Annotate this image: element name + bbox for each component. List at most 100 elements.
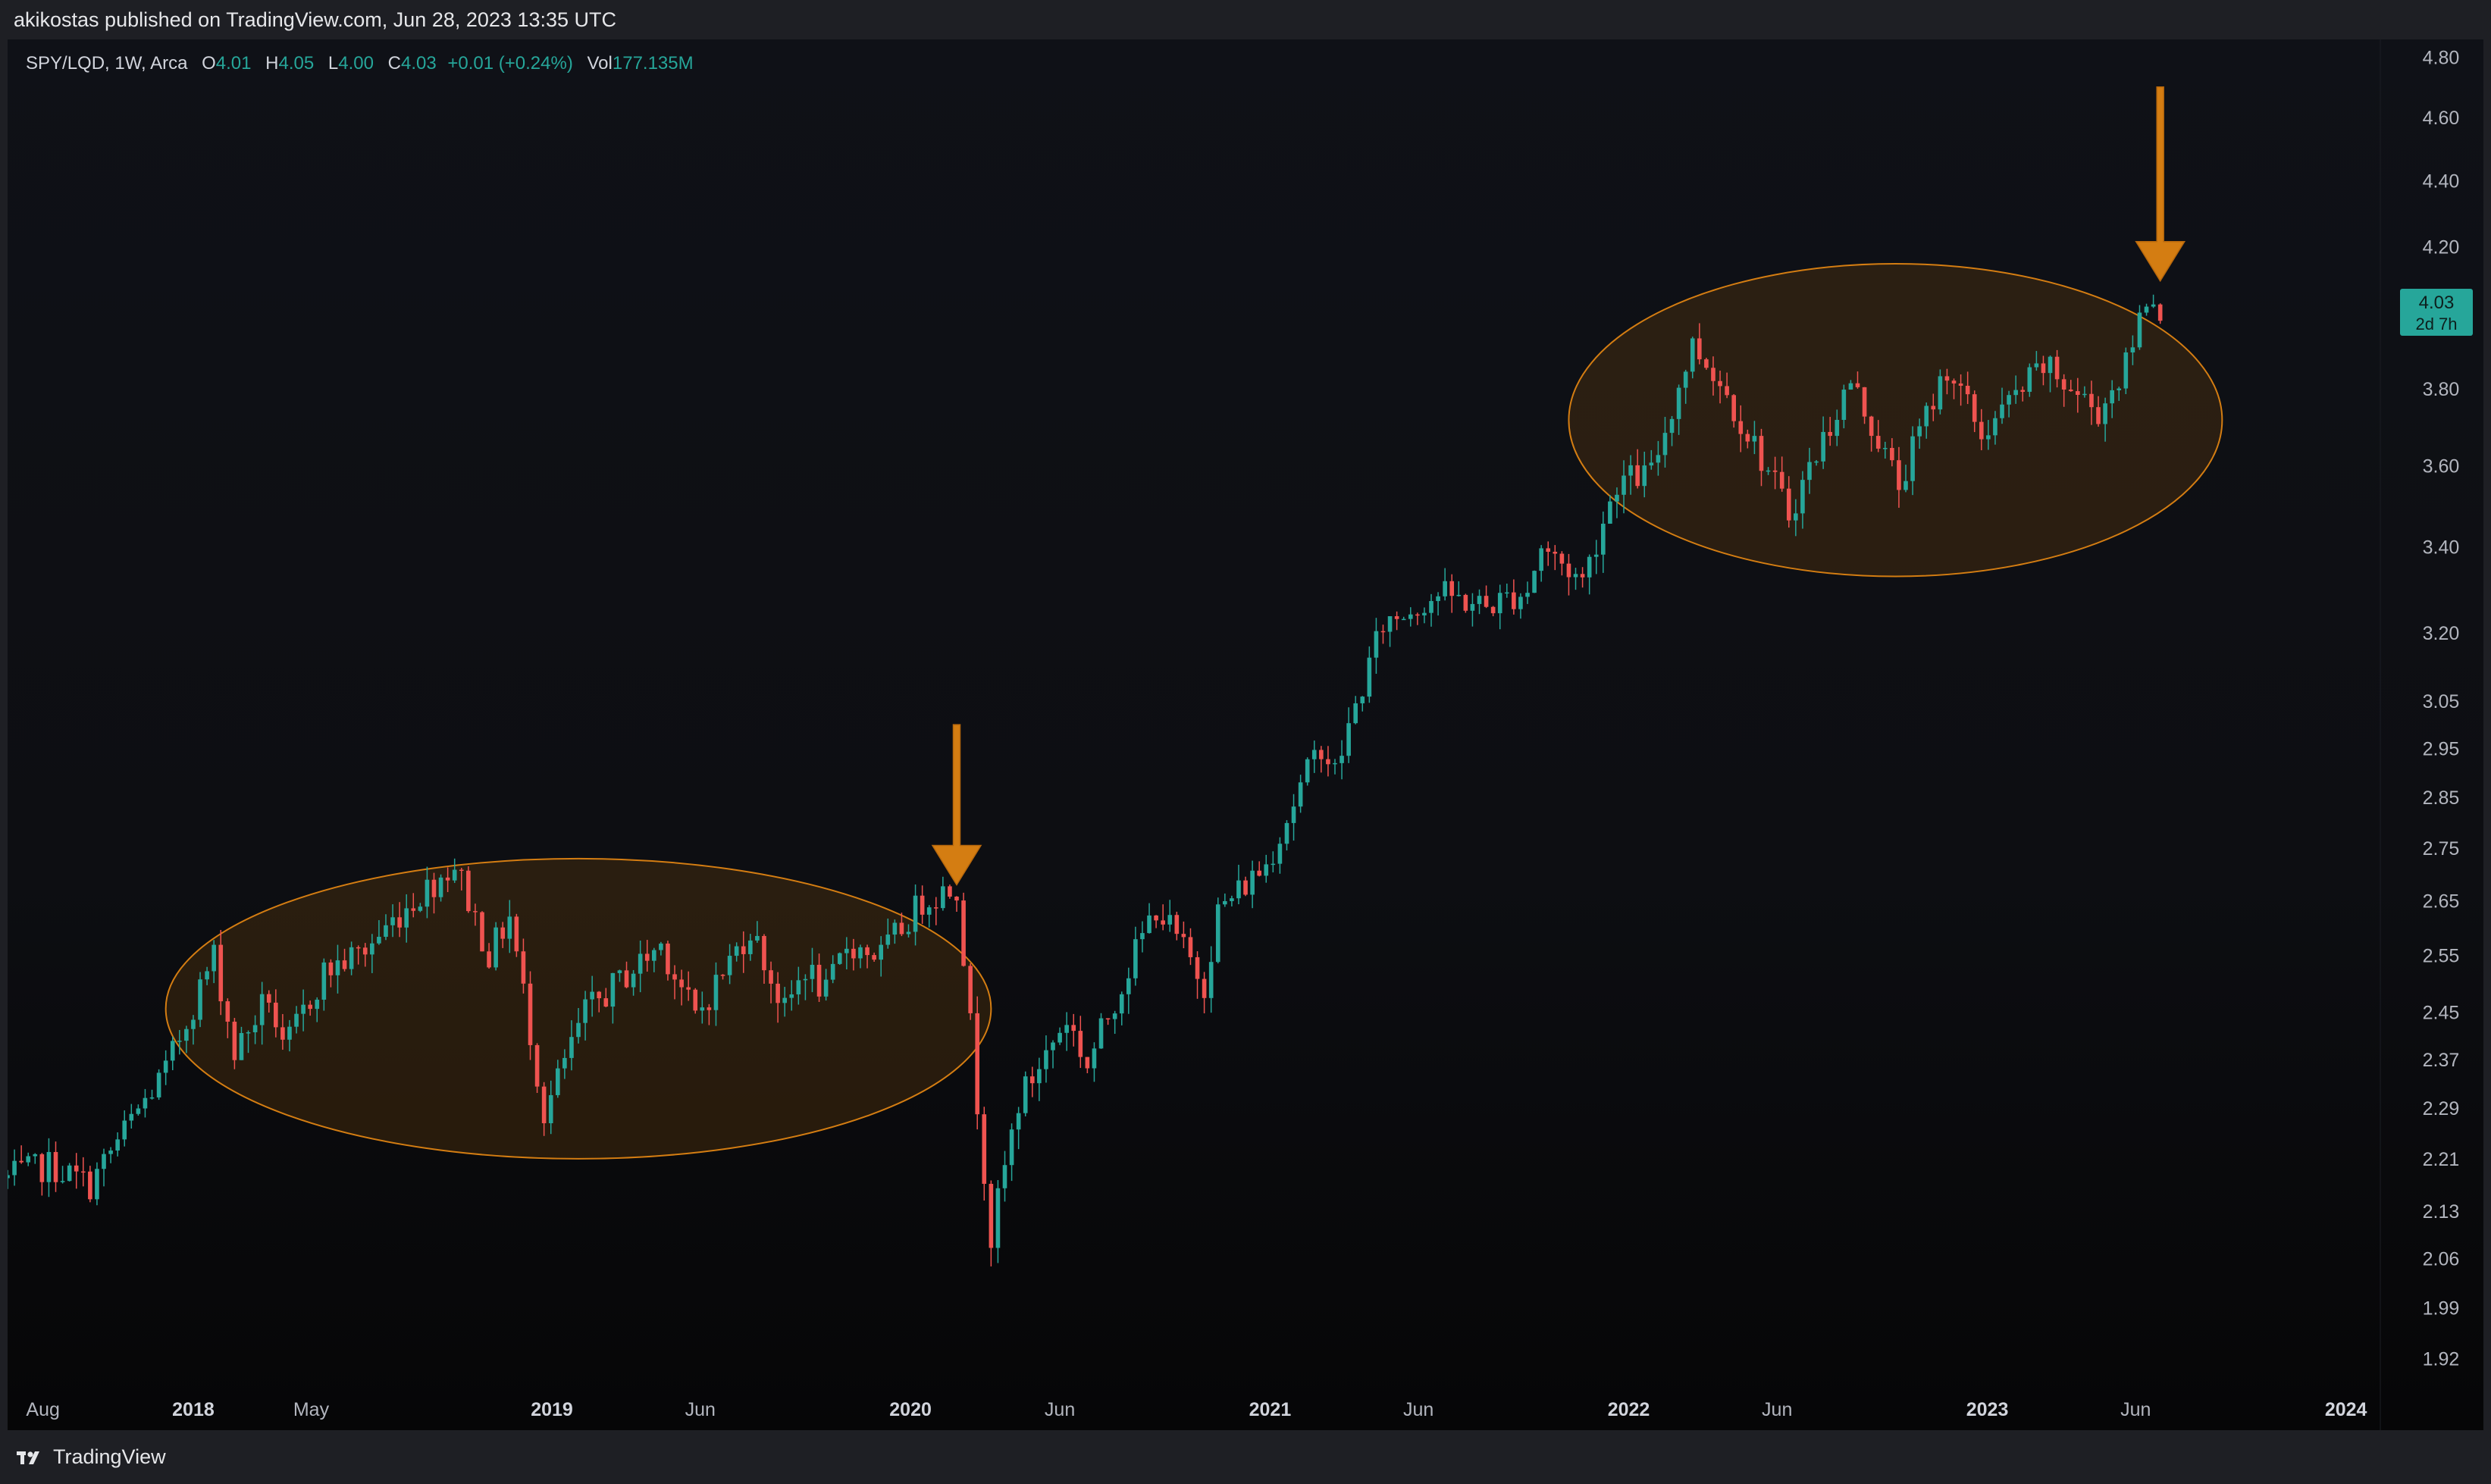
candle[interactable] [906, 924, 911, 938]
candle[interactable] [2096, 396, 2101, 427]
candle[interactable] [617, 969, 622, 982]
candle[interactable] [796, 966, 801, 1005]
candle[interactable] [713, 962, 719, 1026]
candle[interactable] [1938, 369, 1943, 415]
candle[interactable] [1058, 1027, 1062, 1045]
candle[interactable] [1931, 393, 1936, 421]
candle[interactable] [989, 1180, 994, 1266]
candle[interactable] [1298, 775, 1303, 813]
candle[interactable] [390, 904, 395, 938]
candle[interactable] [1869, 415, 1874, 452]
candle[interactable] [844, 937, 849, 969]
candle[interactable] [1553, 545, 1558, 571]
candle[interactable] [1085, 1057, 1090, 1074]
candle[interactable] [1071, 1013, 1076, 1047]
candle[interactable] [837, 952, 842, 965]
candle[interactable] [1394, 611, 1399, 631]
candle[interactable] [1271, 851, 1276, 873]
candle[interactable] [762, 934, 766, 984]
candle[interactable] [1662, 417, 1668, 468]
candle[interactable] [926, 905, 932, 928]
candle[interactable] [1051, 1040, 1055, 1069]
candle[interactable] [1367, 646, 1372, 703]
candle[interactable] [803, 974, 808, 1000]
candle[interactable] [1490, 606, 1496, 617]
candle[interactable] [191, 1015, 196, 1045]
candle[interactable] [143, 1088, 148, 1118]
candle[interactable] [1862, 387, 1867, 424]
candle[interactable] [631, 969, 636, 996]
candle[interactable] [425, 866, 430, 919]
candle[interactable] [53, 1141, 58, 1192]
candle[interactable] [1697, 323, 1702, 365]
candle[interactable] [1195, 951, 1200, 999]
candle[interactable] [968, 963, 973, 1020]
candle[interactable] [1277, 837, 1283, 874]
candle[interactable] [2110, 380, 2114, 418]
candle[interactable] [122, 1110, 127, 1147]
candle[interactable] [686, 971, 691, 1001]
candle[interactable] [184, 1025, 189, 1054]
candle[interactable] [1745, 429, 1750, 449]
candle[interactable] [1608, 495, 1612, 524]
candle[interactable] [294, 1006, 299, 1034]
candle[interactable] [1766, 467, 1771, 475]
candlestick-chart[interactable]: 4.80 4.60 4.40 4.20 3.80 3.60 3.40 3.20 3.05 2.95… [8, 39, 2483, 1430]
candle[interactable] [1429, 593, 1434, 627]
candle[interactable] [452, 858, 457, 883]
candle[interactable] [1772, 456, 1778, 490]
candle[interactable] [149, 1089, 155, 1100]
candle[interactable] [555, 1060, 560, 1098]
candle[interactable] [362, 943, 368, 967]
candle[interactable] [659, 941, 663, 956]
candle[interactable] [1174, 911, 1180, 941]
candle[interactable] [872, 952, 876, 962]
candle[interactable] [1202, 972, 1207, 1013]
candle[interactable] [1009, 1123, 1014, 1182]
candle[interactable] [1078, 1016, 1083, 1069]
candle[interactable] [1539, 545, 1543, 582]
candle[interactable] [2054, 349, 2060, 388]
candle[interactable] [1126, 967, 1131, 1014]
symbol-label[interactable]: SPY/LQD, 1W, Arca [26, 53, 188, 74]
candle[interactable] [528, 971, 533, 1060]
candle[interactable] [1944, 368, 1950, 395]
candle[interactable] [1208, 946, 1214, 1013]
candle[interactable] [2137, 305, 2142, 350]
candle[interactable] [1092, 1042, 1097, 1082]
candle[interactable] [541, 1082, 547, 1136]
candle[interactable] [1704, 358, 1709, 370]
candle[interactable] [830, 955, 835, 984]
candle[interactable] [1800, 471, 1805, 529]
candle[interactable] [102, 1148, 106, 1187]
candle[interactable] [610, 972, 616, 1024]
candle[interactable] [1615, 487, 1619, 518]
candle[interactable] [651, 947, 656, 972]
candle[interactable] [1449, 574, 1455, 613]
candle[interactable] [548, 1080, 553, 1135]
candle[interactable] [108, 1147, 113, 1163]
candle[interactable] [2020, 386, 2026, 402]
candle[interactable] [1718, 371, 1722, 404]
candle[interactable] [1098, 1013, 1104, 1049]
candle[interactable] [170, 1036, 175, 1071]
candle[interactable] [1223, 893, 1227, 907]
candle[interactable] [1319, 746, 1324, 773]
candle[interactable] [1037, 1057, 1042, 1101]
candle[interactable] [1725, 372, 1729, 399]
candle[interactable] [789, 980, 794, 1011]
candle[interactable] [2048, 355, 2053, 393]
candle[interactable] [1147, 903, 1152, 934]
candle[interactable] [1649, 449, 1654, 470]
candle[interactable] [1910, 426, 1915, 496]
candle[interactable] [941, 876, 945, 911]
candle[interactable] [982, 1107, 987, 1201]
candle[interactable] [198, 972, 202, 1028]
candle[interactable] [212, 940, 216, 984]
candle[interactable] [1477, 589, 1482, 615]
candle[interactable] [1112, 1010, 1117, 1035]
candle[interactable] [445, 867, 450, 893]
candle[interactable] [865, 944, 870, 969]
candle[interactable] [473, 903, 478, 926]
candle[interactable] [1546, 541, 1551, 566]
